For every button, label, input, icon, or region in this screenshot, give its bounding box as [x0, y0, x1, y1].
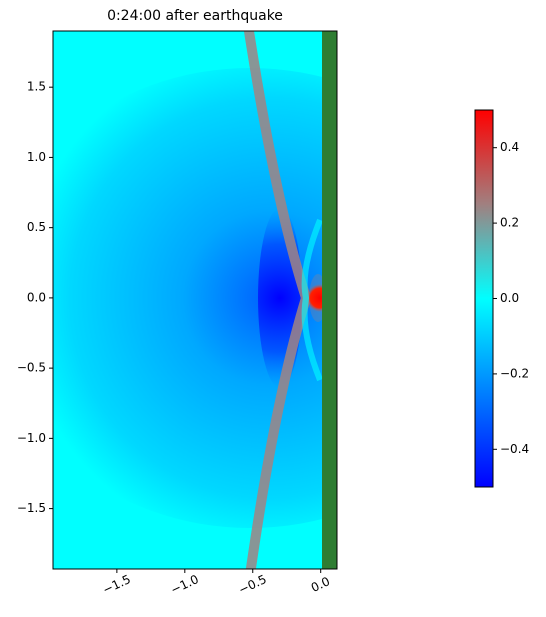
chart-title: 0:24:00 after earthquake	[107, 8, 283, 24]
y-tick-label: −0.5	[17, 361, 46, 375]
y-tick-label: −1.0	[17, 431, 46, 445]
y-tick-label: 1.0	[27, 150, 46, 164]
colorbar-tick-label: 0.4	[500, 140, 519, 154]
x-tick-label: 0.0	[309, 574, 332, 595]
y-tick-label: 0.5	[27, 220, 46, 234]
y-tick-label: −1.5	[17, 501, 46, 515]
x-tick-label: −0.5	[236, 572, 268, 597]
colorbar-tick-label: −0.2	[500, 366, 529, 380]
colorbar-tick-label: −0.4	[500, 442, 529, 456]
colorbar-tick-label: 0.0	[500, 291, 519, 305]
field	[53, 31, 337, 569]
x-tick-label: −1.5	[100, 572, 132, 597]
plot-frame	[52, 30, 338, 570]
y-tick-label: 0.0	[27, 290, 46, 304]
colorbar-tick-label: 0.2	[500, 216, 519, 230]
y-tick-label: 1.5	[27, 80, 46, 94]
x-tick-label: −1.0	[168, 572, 200, 597]
colorbar	[474, 109, 494, 488]
